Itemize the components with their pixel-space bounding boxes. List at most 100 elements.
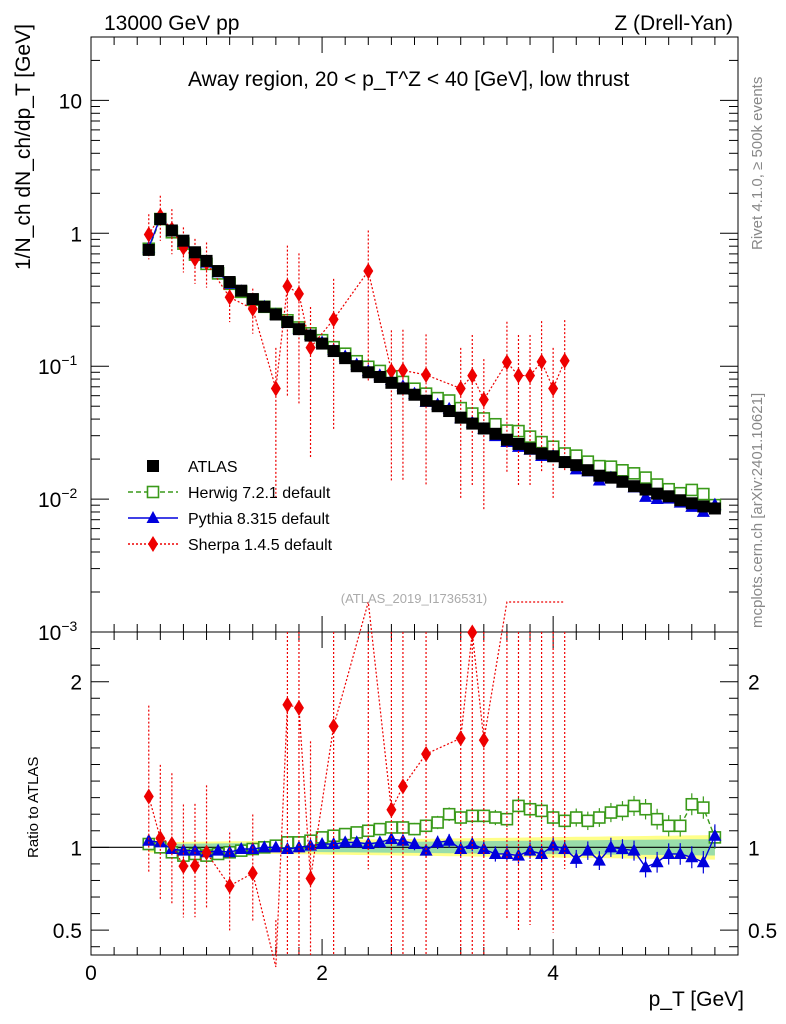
atlas-point (188, 246, 201, 259)
pythia-ratio-point (708, 828, 722, 841)
sherpa-ratio-point (455, 730, 466, 747)
legend-atlas-label: ATLAS (188, 459, 238, 476)
pythia-ratio-point (338, 835, 352, 848)
pythia-ratio-point (662, 846, 676, 859)
pythia-ratio-point (685, 850, 699, 863)
herwig-ratio-point (639, 802, 652, 816)
herwig-ratio-point (569, 811, 583, 824)
atlas-point (604, 471, 617, 484)
pythia-point (639, 489, 653, 502)
atlas-point (235, 284, 248, 297)
atlas-point (616, 475, 629, 488)
ratio-y-axis-label: Ratio to ATLAS (25, 757, 42, 858)
sherpa-ratio-point (201, 844, 212, 861)
sherpa-ratio-point (282, 696, 293, 713)
sherpa-point (559, 352, 570, 369)
sherpa-point (143, 226, 154, 243)
y-tick-label: 10−3 (38, 618, 78, 645)
sherpa-ratio-point (224, 877, 235, 894)
atlas-point (593, 469, 606, 482)
x-tick-label: 0 (85, 962, 97, 985)
atlas-point (223, 276, 236, 289)
sherpa-ratio-point (328, 718, 339, 735)
atlas-point (685, 497, 698, 510)
legend-herwig: Herwig 7.2.1 default (128, 485, 331, 502)
pythia-ratio-point (350, 835, 364, 848)
atlas-point (142, 243, 155, 256)
y-tick-label: 1 (70, 223, 82, 246)
sherpa-ratio-point (155, 830, 166, 847)
sherpa-ratio-point (189, 857, 200, 874)
atlas-point (246, 293, 259, 306)
legend: ATLAS Herwig 7.2.1 default Pythia 8.315 de… (128, 459, 333, 554)
herwig-ratio-point (361, 824, 375, 838)
atlas-point (431, 400, 444, 413)
atlas-point (350, 360, 363, 373)
sherpa-ratio-point (421, 745, 432, 762)
pythia-ratio-point (488, 846, 502, 859)
herwig-ratio-point (581, 814, 595, 828)
sherpa-ratio-point (178, 858, 189, 875)
sherpa-ratio-point (305, 870, 316, 887)
sherpa-ratio-point (166, 836, 177, 853)
pythia-ratio-point (361, 837, 375, 850)
atlas-point (304, 329, 317, 342)
pythia-ratio-point (650, 855, 664, 868)
axis-frames (90, 36, 739, 956)
atlas-point (651, 487, 664, 500)
atlas-point (408, 388, 421, 401)
atlas-point (674, 494, 687, 507)
sherpa-point (328, 311, 339, 328)
atlas-point (535, 447, 548, 460)
ratio-tick-label-right: 0.5 (748, 920, 777, 943)
legend-pythia: Pythia 8.315 default (128, 511, 330, 528)
y-tick-label: 10−1 (38, 352, 78, 379)
ratio-tick-label-left: 2 (70, 672, 82, 695)
atlas-point (466, 417, 479, 430)
x-tick-label: 2 (316, 962, 328, 985)
herwig-point (616, 464, 629, 477)
sherpa-point (305, 339, 316, 356)
atlas-point (269, 308, 282, 321)
legend-sherpa-label: Sherpa 1.4.5 default (188, 537, 333, 554)
atlas-point (489, 427, 502, 440)
herwig-point (627, 467, 641, 480)
atlas-point (373, 370, 386, 383)
sherpa-ratio-point (143, 788, 154, 805)
sherpa-point (501, 354, 512, 371)
pythia-ratio-point (315, 837, 329, 850)
legend-sherpa-marker (148, 536, 158, 552)
atlas-point (547, 450, 560, 463)
sherpa-point (421, 366, 432, 383)
herwig-ratio-point (616, 804, 629, 818)
plot-title: Away region, 20 < p_T^Z < 40 [GeV], low … (188, 68, 630, 91)
sherpa-point (525, 367, 536, 384)
sherpa-point (478, 391, 489, 408)
y-axis-label: 1/N_ch dN_ch/dp_T [GeV] (12, 24, 35, 270)
process-label: Z (Drell-Yan) (614, 12, 733, 35)
pythia-ratio-point (592, 853, 606, 866)
pythia-ratio-point (431, 835, 445, 848)
atlas-point (524, 442, 537, 455)
y-tick-label: 10 (59, 90, 82, 113)
sherpa-ratio-point (467, 624, 478, 641)
pythia-ratio-point (673, 846, 687, 859)
atlas-point (154, 213, 167, 226)
herwig-ratio-point (627, 799, 641, 813)
sherpa-point (467, 367, 478, 384)
herwig-point (639, 471, 652, 484)
sherpa-ratio-point (397, 778, 408, 795)
herwig-ratio-point (697, 801, 710, 814)
pythia-ratio-point (604, 840, 618, 853)
sherpa-point (386, 363, 397, 380)
sherpa-ratio-line (148, 601, 565, 968)
pythia-ratio-point (211, 843, 225, 856)
herwig-ratio-point (593, 811, 606, 824)
atlas-point (339, 352, 352, 365)
pythia-ratio-point (558, 841, 572, 854)
rivet-version-label: Rivet 4.1.0, ≥ 500k events (749, 77, 766, 250)
legend-sherpa: Sherpa 1.4.5 default (128, 536, 333, 554)
sherpa-ratio-point (478, 732, 489, 749)
sherpa-series (143, 195, 570, 968)
